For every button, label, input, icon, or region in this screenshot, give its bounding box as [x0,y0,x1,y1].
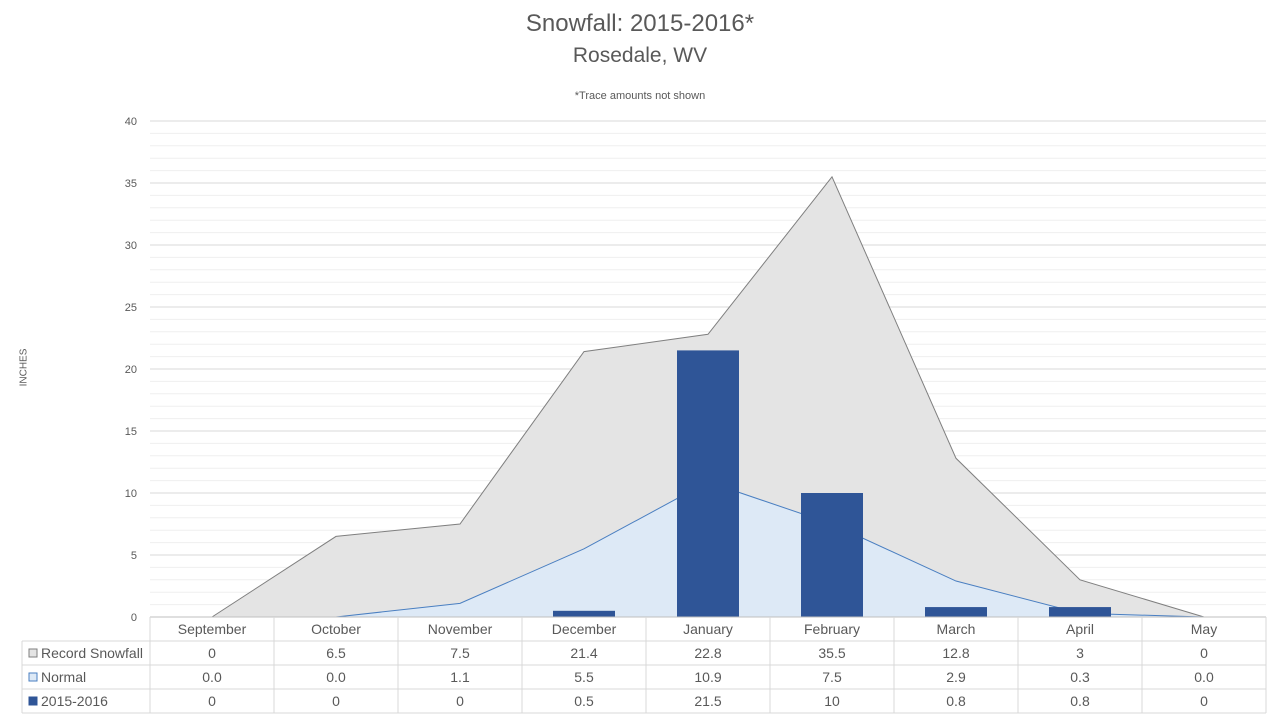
x-tick-label: May [1191,621,1217,637]
legend-label: 2015-2016 [41,693,108,709]
data-label: 0 [208,693,216,709]
legend-label: Normal [41,669,86,685]
data-label: 21.5 [694,693,721,709]
data-label: 0.5 [574,693,594,709]
data-label: 0 [1200,693,1208,709]
bar-2015-2016 [925,607,987,617]
chart-subtitle: Rosedale, WV [572,44,708,67]
data-label: 2.9 [946,669,966,685]
legend-label: Record Snowfall [41,645,143,661]
y-tick-label: 20 [125,364,137,376]
data-label: 10.9 [694,669,721,685]
y-tick-label: 10 [125,488,137,500]
data-label: 0.0 [326,669,346,685]
data-label: 6.5 [326,645,346,661]
bar-2015-2016 [1049,607,1111,617]
data-label: 0.3 [1070,669,1090,685]
data-label: 0.8 [1070,693,1090,709]
data-label: 0 [332,693,340,709]
data-label: 3 [1076,645,1084,661]
data-label: 35.5 [818,645,845,661]
record-snowfall-line [211,175,1205,618]
data-label: 7.5 [822,669,842,685]
data-label: 0.0 [202,669,222,685]
x-tick-label: December [552,621,617,637]
legend-key [28,648,38,658]
x-tick-label: September [178,621,247,637]
data-label: 0 [1200,645,1208,661]
y-tick-label: 5 [131,550,137,562]
bar-2015-2016 [553,610,615,617]
data-label: 0.8 [946,693,966,709]
data-label: 0 [456,693,464,709]
data-label: 5.5 [574,669,594,685]
x-tick-label: October [311,621,361,637]
x-tick-label: November [428,621,493,637]
y-tick-label: 35 [125,178,137,190]
y-tick-label: 30 [125,240,137,252]
y-tick-label: 25 [125,302,137,314]
data-label: 12.8 [942,645,969,661]
chart-title: Snowfall: 2015-2016* [525,10,755,37]
bar-2015-2016 [801,493,863,617]
data-label: 0.0 [1194,669,1214,685]
x-tick-label: March [937,621,976,637]
x-tick-label: April [1066,621,1094,637]
chart-note: *Trace amounts not shown [574,90,706,102]
bar-2015-2016 [677,350,739,617]
x-tick-label: January [683,621,733,637]
data-label: 1.1 [450,669,470,685]
data-label: 0 [208,645,216,661]
data-label: 7.5 [450,645,470,661]
y-tick-label: 0 [131,612,137,624]
legend-key [28,696,38,706]
x-tick-label: February [804,621,860,637]
legend-key [28,672,38,682]
data-label: 22.8 [694,645,721,661]
y-tick-label: 40 [125,116,137,128]
data-label: 10 [824,693,840,709]
y-tick-label: 15 [125,426,137,438]
data-label: 21.4 [570,645,597,661]
